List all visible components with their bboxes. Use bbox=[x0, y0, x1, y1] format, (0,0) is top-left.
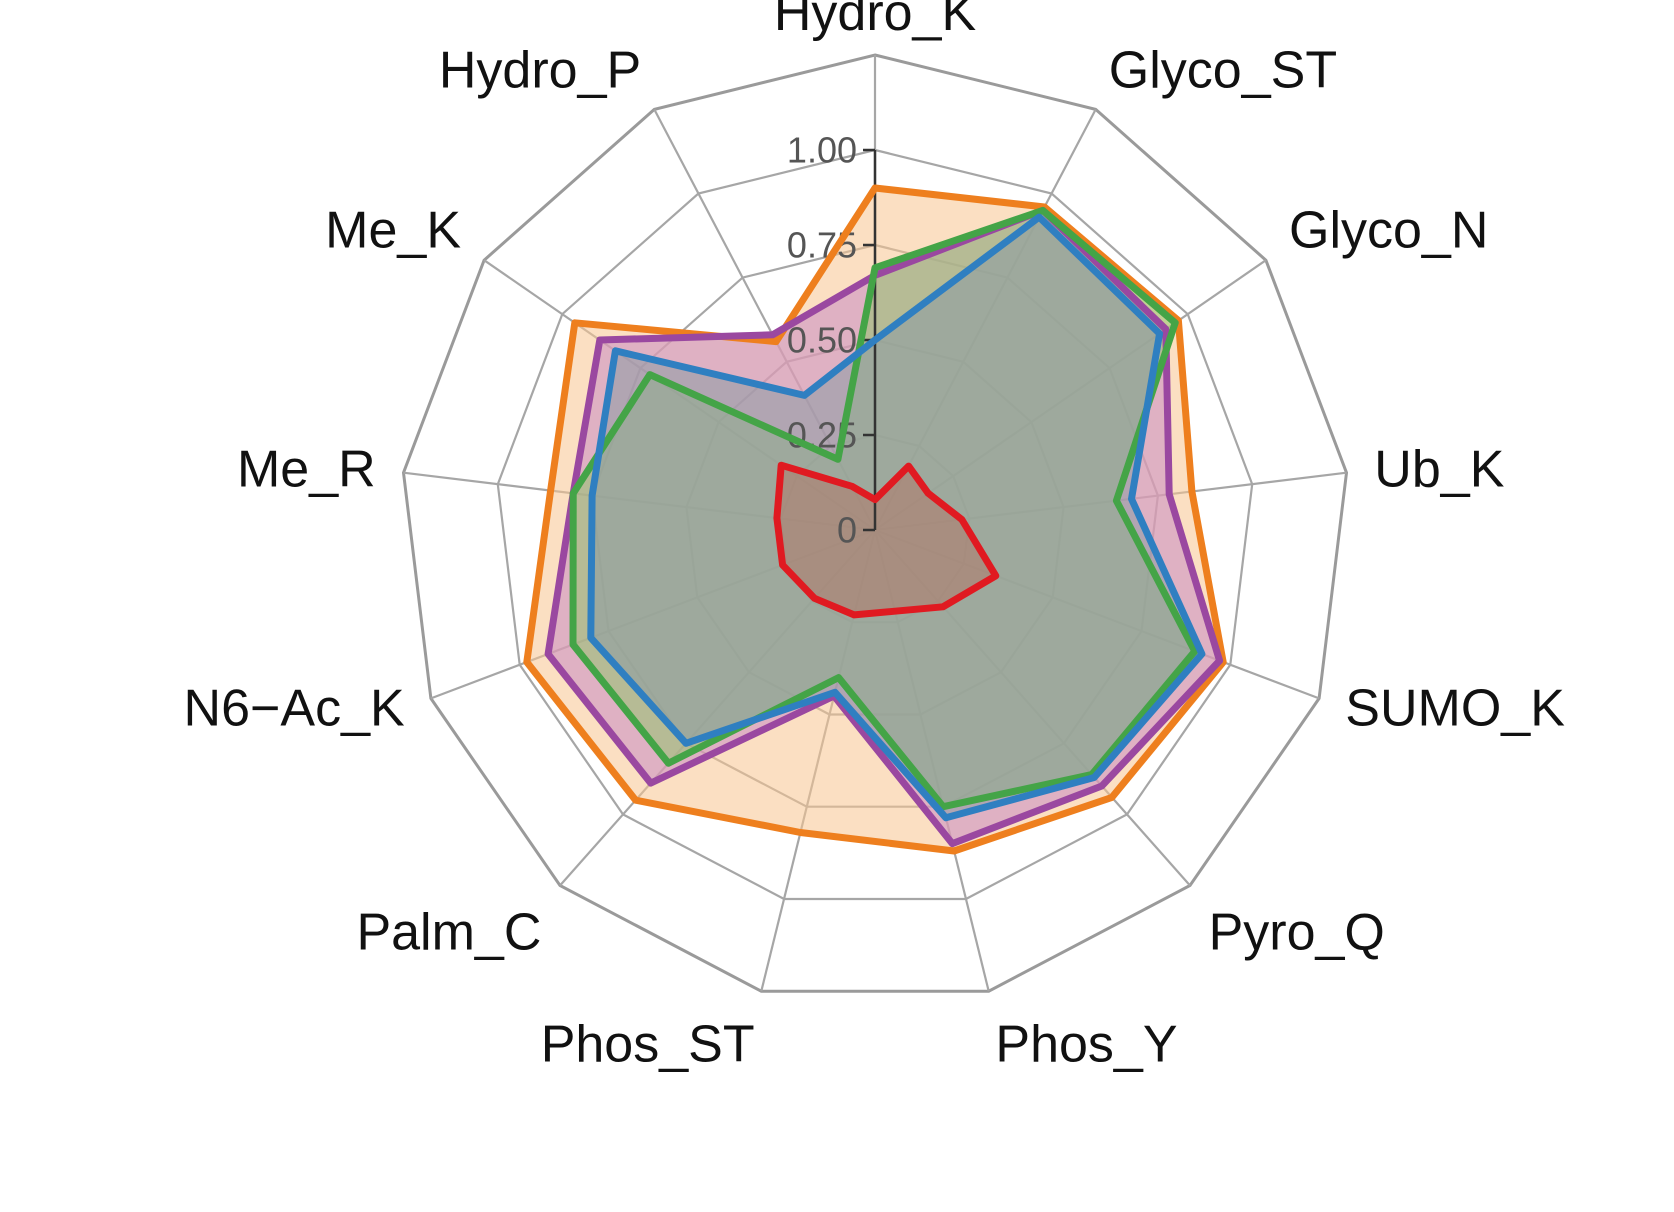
series-line bbox=[587, 213, 1206, 822]
series-area bbox=[776, 465, 996, 615]
category-label: Ub_K bbox=[1374, 440, 1504, 498]
category-label: Glyco_ST bbox=[1109, 42, 1337, 100]
category-label: Pyro_Q bbox=[1209, 904, 1385, 962]
category-label: Me_R bbox=[237, 440, 376, 498]
series-line bbox=[569, 206, 1199, 811]
series-line bbox=[773, 461, 1000, 619]
category-label: Palm_C bbox=[356, 904, 541, 962]
category-label: Me_K bbox=[325, 201, 461, 259]
category-label: Hydro_P bbox=[439, 42, 641, 100]
series-line-layer bbox=[523, 184, 1227, 855]
grid-ring bbox=[496, 148, 1254, 901]
category-label: Phos_Y bbox=[995, 1015, 1177, 1073]
category-label: SUMO_K bbox=[1345, 679, 1565, 737]
series-line bbox=[523, 184, 1227, 855]
grid-ring bbox=[401, 53, 1349, 993]
radial-tick-label: 0 bbox=[837, 510, 857, 551]
radial-tick-label: 0.50 bbox=[787, 320, 857, 361]
category-label: N6−Ac_K bbox=[184, 679, 405, 737]
radial-tick-label: 1.00 bbox=[787, 130, 857, 171]
category-label: Glyco_N bbox=[1289, 201, 1488, 259]
category-label: Hydro_K bbox=[774, 0, 977, 42]
category-label: Phos_ST bbox=[541, 1015, 755, 1073]
label-layer: Hydro_K Glyco_ST Glyco_N Ub_K SUMO_K Pyro_Q Ph… bbox=[184, 0, 1566, 1073]
